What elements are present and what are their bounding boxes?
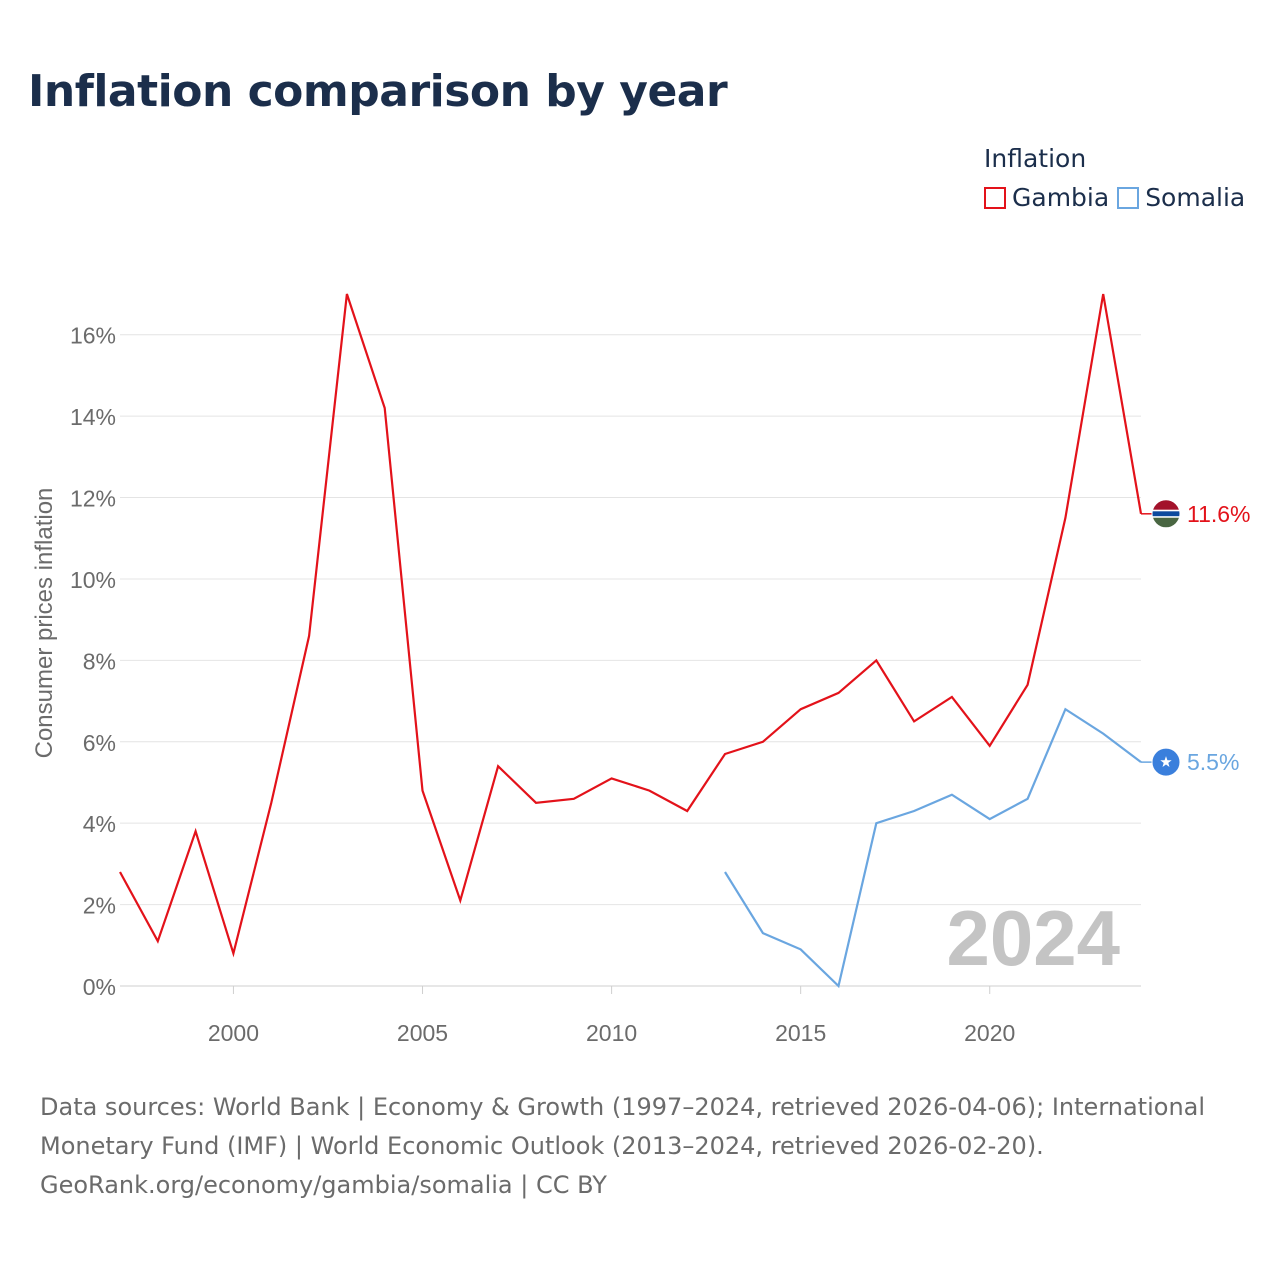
series-lines	[119, 293, 1143, 989]
y-axis-label: Consumer prices inflation	[31, 488, 58, 759]
x-tick-label: 2010	[586, 1020, 637, 1046]
legend-item-gambia[interactable]: Gambia	[984, 183, 1109, 212]
legend-label-gambia: Gambia	[1012, 183, 1110, 212]
y-tick-label: 16%	[70, 323, 116, 349]
footer-sources-line1: Data sources: World Bank | Economy & Gro…	[40, 1093, 1206, 1121]
footer-credit-link[interactable]: GeoRank.org/economy/gambia/somalia | CC …	[40, 1171, 607, 1199]
chart-title: Inflation comparison by year	[28, 66, 728, 117]
grid-lines	[120, 334, 1141, 987]
end-labels: 11.6% 5.5%	[1141, 499, 1251, 777]
y-tick-label: 6%	[83, 730, 116, 756]
y-tick-label: 10%	[70, 567, 116, 593]
footer: Data sources: World Bank | Economy & Gro…	[40, 1088, 1260, 1205]
legend-swatch-somalia	[1117, 186, 1140, 209]
y-tick-label: 4%	[83, 811, 116, 837]
year-watermark: 2024	[946, 894, 1120, 982]
y-tick-label: 8%	[83, 648, 116, 674]
x-tick-label: 2015	[775, 1020, 826, 1046]
series-line-gambia[interactable]	[119, 293, 1143, 958]
legend-swatch-gambia	[984, 186, 1006, 209]
gambia-flag-icon	[1151, 499, 1181, 529]
end-label-somalia: 5.5%	[1187, 749, 1239, 775]
x-tick-label: 2005	[397, 1020, 448, 1046]
end-label-gambia: 11.6%	[1187, 501, 1251, 527]
y-tick-label: 14%	[70, 404, 116, 430]
y-tick-label: 12%	[70, 486, 116, 512]
line-chart: 0%2%4%6%8%10%12%14%16% 2000 2005 2010 2015 2…	[31, 293, 1251, 1046]
legend: Inflation Gambia Somalia	[984, 144, 1274, 212]
somalia-flag-icon	[1151, 747, 1181, 777]
y-axis-ticks: 0% 2% 4% 6% 8% 10% 12% 14% 16%	[70, 323, 116, 1000]
legend-title: Inflation	[984, 144, 1087, 173]
x-tick-label: 2000	[208, 1020, 259, 1046]
x-axis-ticks: 2000 2005 2010 2015 2020	[208, 986, 1015, 1046]
y-tick-label: 2%	[83, 893, 116, 919]
legend-label-somalia: Somalia	[1145, 183, 1246, 212]
legend-item-somalia[interactable]: Somalia	[1117, 183, 1245, 212]
series-line-somalia[interactable]	[724, 707, 1142, 989]
footer-sources-line2: Monetary Fund (IMF) | World Economic Out…	[40, 1132, 1044, 1160]
x-tick-label: 2020	[964, 1020, 1015, 1046]
y-tick-label: 0%	[83, 974, 116, 1000]
